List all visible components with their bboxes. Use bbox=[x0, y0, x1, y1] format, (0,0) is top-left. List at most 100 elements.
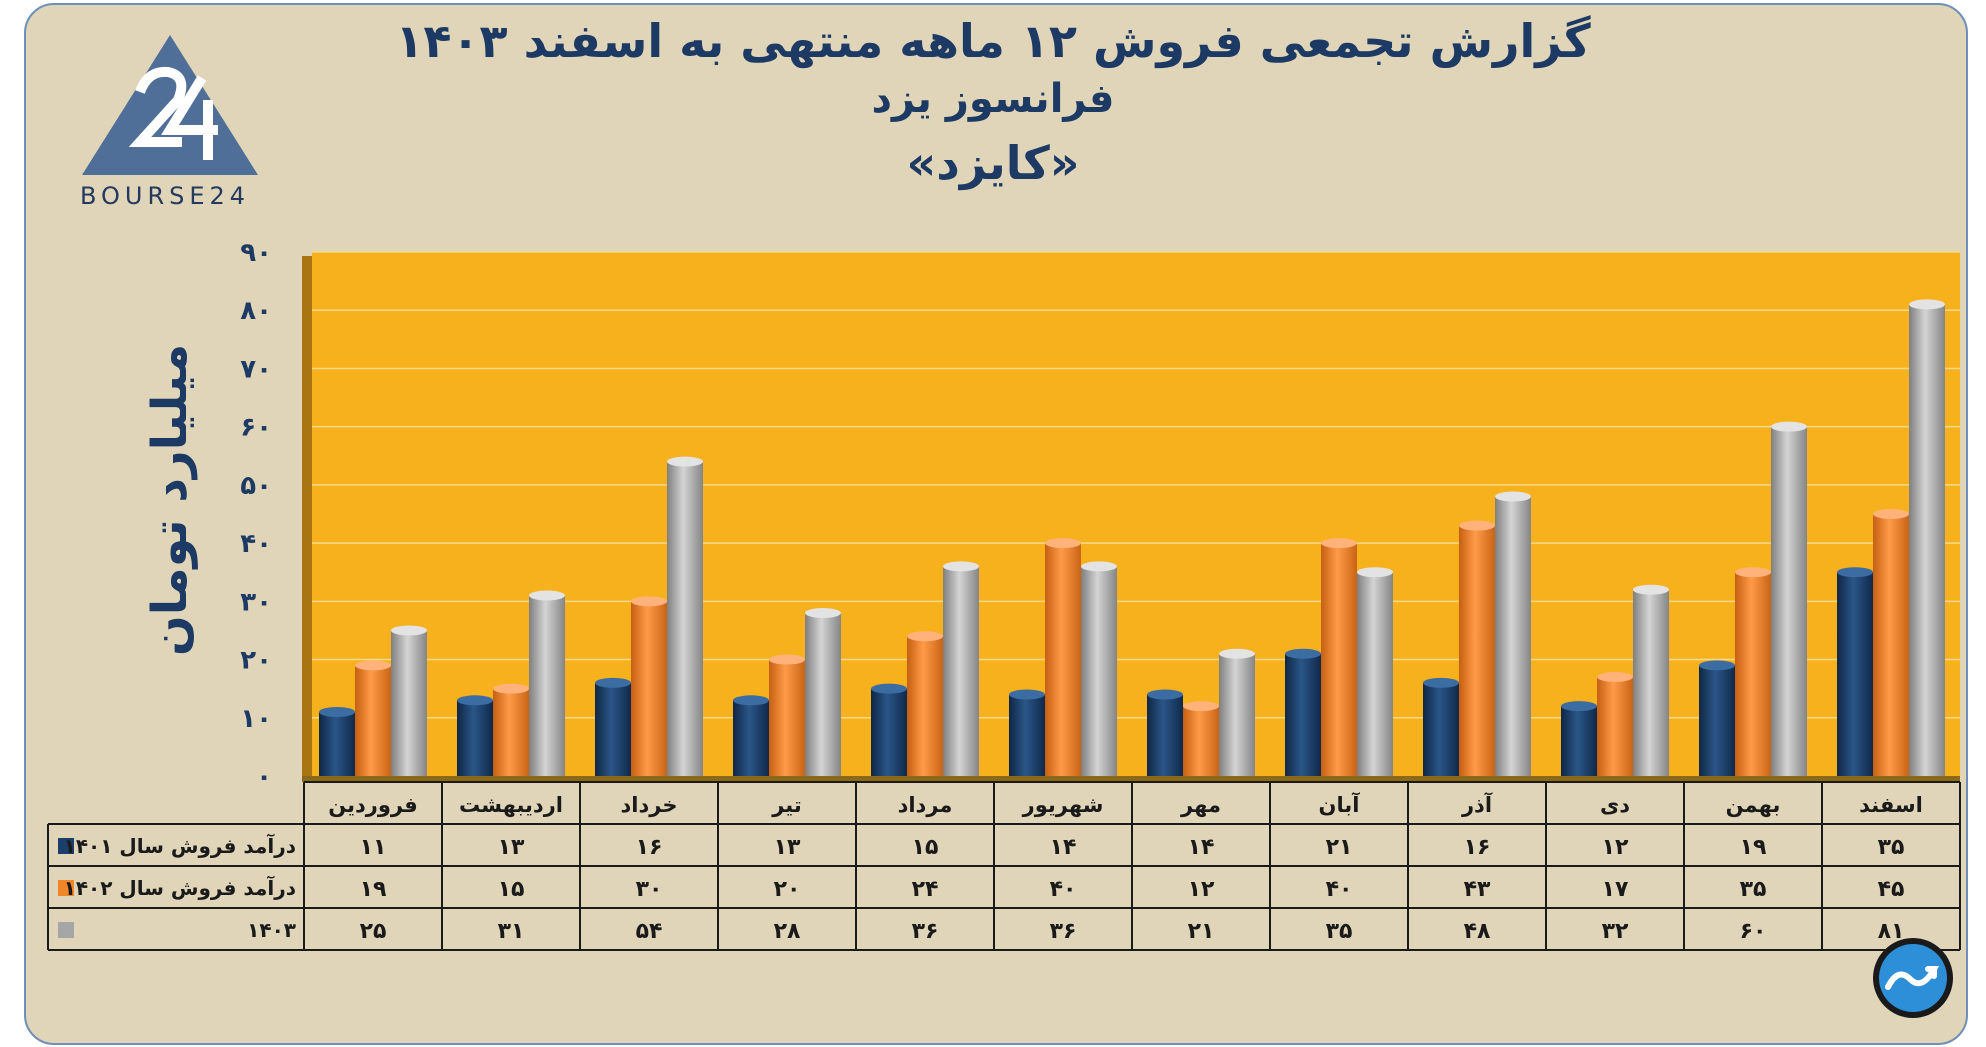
bar-body bbox=[1495, 496, 1531, 776]
bar-cap bbox=[1633, 584, 1669, 595]
y-tick-label: ۶۰ bbox=[240, 413, 272, 443]
bar-cap bbox=[391, 625, 427, 636]
bar bbox=[1147, 689, 1183, 776]
bar-body bbox=[733, 700, 769, 776]
chart-subtitle-symbol: «کایزد» bbox=[906, 136, 1080, 190]
data-label: ۴۵ bbox=[1878, 877, 1905, 902]
bar bbox=[1561, 701, 1597, 776]
bar-body bbox=[667, 461, 703, 776]
data-label: ۲۱ bbox=[1188, 919, 1215, 944]
data-label: ۴۸ bbox=[1464, 919, 1491, 944]
bar-body bbox=[907, 636, 943, 776]
bar-cap bbox=[457, 695, 493, 706]
data-label: ۲۱ bbox=[1326, 835, 1353, 860]
bar-cap bbox=[529, 590, 565, 601]
bar-body bbox=[1771, 426, 1807, 776]
data-label: ۳۵ bbox=[1878, 835, 1905, 860]
data-label: ۴۰ bbox=[1050, 877, 1077, 902]
bourse24-logo bbox=[82, 35, 258, 175]
bar bbox=[595, 677, 631, 776]
bar-body bbox=[1561, 706, 1597, 776]
data-label: ۵۴ bbox=[636, 919, 663, 944]
y-tick-label: ۴۰ bbox=[240, 529, 272, 559]
bar bbox=[1633, 584, 1669, 776]
bar-cap bbox=[1423, 677, 1459, 688]
bar bbox=[871, 683, 907, 776]
x-tick-label: شهریور bbox=[1022, 793, 1104, 817]
bar bbox=[769, 654, 805, 776]
bar-body bbox=[1045, 543, 1081, 776]
legend-label: درآمد فروش سال ۱۴۰۱ bbox=[64, 833, 296, 858]
data-label: ۴۳ bbox=[1464, 877, 1491, 902]
bar bbox=[1285, 648, 1321, 776]
bar-body bbox=[493, 688, 529, 776]
trend-badge-icon bbox=[1873, 938, 1953, 1018]
bar-cap bbox=[631, 596, 667, 607]
data-label: ۱۹ bbox=[360, 877, 387, 902]
bar-body bbox=[1321, 543, 1357, 776]
bar-body bbox=[871, 688, 907, 776]
logo-two bbox=[128, 66, 187, 147]
x-tick-label: خرداد bbox=[621, 793, 678, 817]
bar-cap bbox=[871, 683, 907, 694]
bar-body bbox=[1147, 694, 1183, 776]
bar-cap bbox=[1009, 689, 1045, 700]
data-label: ۲۴ bbox=[912, 877, 939, 902]
bar-cap bbox=[907, 631, 943, 642]
data-label: ۴۰ bbox=[1326, 877, 1353, 902]
data-label: ۳۵ bbox=[1740, 877, 1767, 902]
bar bbox=[1045, 538, 1081, 776]
bar bbox=[1009, 689, 1045, 776]
x-tick-label: مرداد bbox=[898, 793, 953, 817]
bar bbox=[1183, 701, 1219, 776]
bar bbox=[943, 561, 979, 776]
data-label: ۱۶ bbox=[1464, 835, 1491, 860]
bar-cap bbox=[943, 561, 979, 572]
bar-body bbox=[457, 700, 493, 776]
bar-cap bbox=[355, 660, 391, 671]
legend-swatch bbox=[58, 880, 74, 896]
bar-cap bbox=[319, 706, 355, 717]
data-label: ۱۲ bbox=[1602, 835, 1629, 860]
chart-subtitle: فرانسوز یزد bbox=[871, 76, 1115, 122]
y-tick-label: ۸۰ bbox=[240, 296, 272, 326]
data-label: ۱۳ bbox=[774, 835, 801, 860]
data-label: ۱۹ bbox=[1740, 835, 1767, 860]
bar-body bbox=[1597, 677, 1633, 776]
bar-body bbox=[1357, 572, 1393, 776]
data-label: ۲۸ bbox=[774, 919, 801, 944]
bar bbox=[493, 683, 529, 776]
x-tick-label: آذر bbox=[1461, 792, 1493, 817]
bar bbox=[391, 625, 427, 776]
legend-swatch bbox=[58, 838, 74, 854]
x-tick-label: آبان bbox=[1319, 792, 1361, 817]
data-label: ۳۵ bbox=[1326, 919, 1353, 944]
bar-cap bbox=[1735, 567, 1771, 578]
bar-cap bbox=[1045, 538, 1081, 549]
legend-swatch bbox=[58, 922, 74, 938]
y-tick-label: ۳۰ bbox=[240, 587, 272, 617]
data-label: ۳۶ bbox=[1050, 919, 1077, 944]
data-label: ۳۰ bbox=[636, 877, 663, 902]
bar-cap bbox=[805, 607, 841, 618]
plot-floor bbox=[302, 776, 1960, 782]
bar-body bbox=[1009, 694, 1045, 776]
data-label: ۸۱ bbox=[1878, 919, 1905, 944]
bar-cap bbox=[1147, 689, 1183, 700]
legend-label: ۱۴۰۳ bbox=[247, 918, 296, 942]
bar bbox=[355, 660, 391, 776]
bar-cap bbox=[1459, 520, 1495, 531]
bar-body bbox=[1699, 665, 1735, 776]
bar-body bbox=[1735, 572, 1771, 776]
logo-four bbox=[161, 75, 218, 160]
bar-cap bbox=[1561, 701, 1597, 712]
bar-body bbox=[805, 612, 841, 776]
y-tick-label: ۷۰ bbox=[240, 354, 272, 384]
y-tick-label: ۰ bbox=[256, 762, 272, 792]
bar-body bbox=[1285, 653, 1321, 776]
data-label: ۱۷ bbox=[1602, 877, 1629, 902]
bar bbox=[1321, 538, 1357, 776]
bar-body bbox=[1873, 514, 1909, 776]
plot-side-wall bbox=[302, 256, 314, 778]
